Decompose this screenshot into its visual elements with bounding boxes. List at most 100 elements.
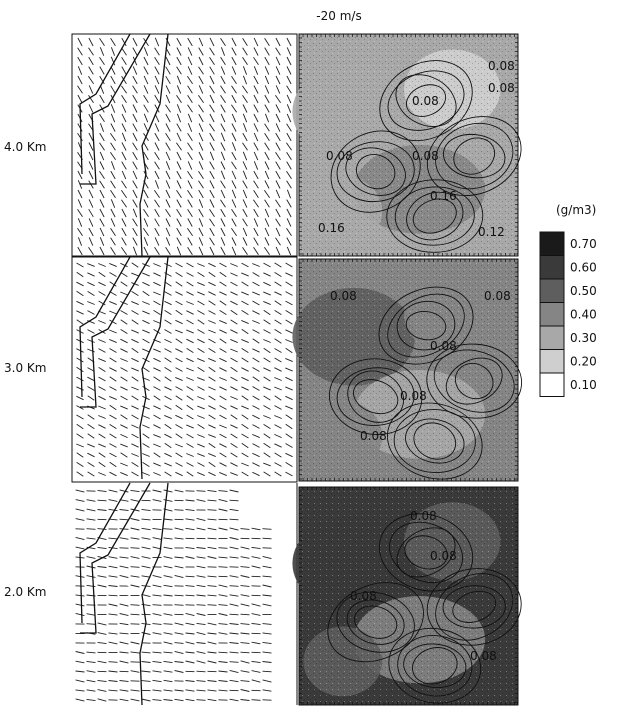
wind-vector: [185, 660, 195, 664]
wind-vector: [186, 377, 194, 381]
wind-vector: [153, 281, 161, 287]
wind-vector: [119, 689, 129, 692]
wind-vector: [142, 415, 150, 419]
wind-vector: [131, 414, 139, 420]
wind-vector: [285, 433, 293, 439]
wind-vector: [263, 347, 271, 354]
wind-vector: [77, 170, 83, 180]
wind-panel-4km: [71, 33, 298, 257]
wind-vector: [241, 262, 249, 268]
wind-vector: [132, 132, 138, 142]
wind-vector: [285, 471, 293, 477]
wind-vector: [198, 170, 204, 180]
wind-vector: [185, 612, 195, 617]
wind-vector: [285, 300, 293, 306]
wind-vector: [286, 85, 292, 94]
wind-vector: [209, 113, 215, 123]
wind-vector: [197, 396, 205, 400]
wind-vector: [208, 471, 216, 477]
wind-vector: [131, 319, 139, 325]
wind-vector: [251, 603, 261, 607]
wind-vector: [252, 272, 260, 277]
wind-vector: [197, 462, 205, 467]
coastline: [80, 256, 151, 408]
wind-vector: [163, 565, 173, 569]
wind-vector: [187, 237, 193, 246]
wind-vector: [176, 246, 182, 256]
wind-vector: [262, 603, 272, 607]
wind-vector: [240, 642, 250, 644]
wind-vector: [132, 161, 138, 170]
wind-vector: [274, 367, 282, 372]
wind-vector: [185, 575, 195, 578]
wind-vector: [274, 452, 282, 458]
wind-vector: [143, 189, 149, 199]
wind-vector: [174, 537, 184, 540]
wind-vector: [119, 613, 129, 616]
wind-vector: [274, 300, 282, 306]
wind-vector: [99, 208, 105, 218]
wind-vector: [164, 357, 172, 363]
wind-vector: [120, 281, 128, 287]
wind-vector: [121, 66, 127, 75]
wind-vector: [187, 113, 193, 123]
wind-vector: [186, 395, 194, 401]
wind-vector: [110, 170, 116, 180]
coastline: [80, 482, 151, 634]
wind-vector: [143, 113, 149, 123]
wind-vector: [264, 190, 270, 198]
wind-vector: [197, 415, 205, 419]
wind-vector: [154, 180, 160, 189]
wind-vector: [196, 594, 206, 597]
wind-vector: [207, 660, 217, 664]
contour-label: 0.08: [360, 429, 387, 443]
wind-vector: [98, 415, 106, 419]
wind-vector: [274, 329, 282, 334]
wind-vector: [119, 509, 129, 511]
wind-vector: [274, 415, 282, 419]
wind-vector: [253, 57, 259, 65]
contour-line: [336, 367, 415, 426]
wind-vector: [121, 37, 127, 47]
wind-vector: [77, 246, 83, 256]
wind-vector: [207, 680, 217, 682]
wind-vector: [99, 170, 105, 180]
wind-vector: [108, 585, 118, 587]
wind-vector: [242, 75, 248, 85]
wind-vector: [220, 170, 226, 180]
wind-vector: [132, 37, 138, 47]
wind-vector: [219, 414, 227, 420]
wind-vector: [187, 56, 193, 66]
wind-vector: [263, 262, 271, 268]
wind-vector: [174, 556, 184, 559]
wind-vector: [86, 499, 96, 502]
contour-label: 0.08: [330, 289, 357, 303]
wind-vector: [98, 357, 106, 363]
panel-ticks: [299, 34, 518, 705]
wind-vector: [121, 237, 127, 246]
wind-vector: [175, 386, 183, 391]
wind-vector: [130, 547, 140, 549]
wind-vector: [88, 142, 94, 151]
wind-vector: [120, 262, 128, 268]
colorbar-swatch: [539, 255, 565, 280]
wind-vector: [262, 537, 272, 540]
wind-vector: [251, 679, 261, 683]
contour-labels-4km: 0.08 0.08 0.08 0.08 0.16 0.12 0.16 0.08: [318, 59, 515, 239]
wind-vector: [286, 237, 292, 246]
wind-vector: [175, 348, 183, 353]
wind-vector: [86, 689, 96, 692]
wind-vector: [176, 113, 182, 123]
wind-vector: [175, 404, 183, 411]
wind-vector: [119, 556, 129, 559]
wind-vector: [264, 104, 270, 113]
wind-vector: [207, 537, 217, 540]
wind-vector: [165, 85, 171, 94]
wind-vector: [286, 75, 292, 85]
contour-line: [435, 123, 514, 190]
wind-vector: [196, 622, 206, 626]
wind-vector: [274, 471, 282, 477]
wind-vector: [130, 604, 140, 606]
wind-vector: [164, 462, 172, 467]
wind-vector: [175, 291, 183, 296]
